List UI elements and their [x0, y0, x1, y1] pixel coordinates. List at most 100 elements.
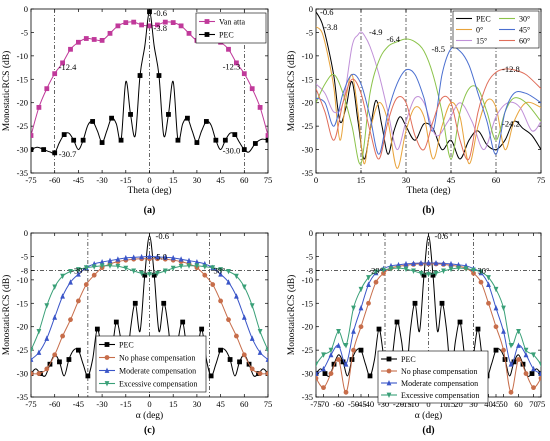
data-point — [486, 300, 491, 306]
data-point — [44, 303, 50, 309]
data-point — [162, 254, 168, 260]
x-axis-label: Theta (deg) — [127, 185, 171, 196]
series-group — [31, 235, 268, 381]
data-point — [367, 373, 373, 379]
data-point — [123, 265, 129, 272]
data-point — [441, 268, 446, 274]
series-line — [316, 31, 541, 151]
data-point — [241, 314, 247, 320]
data-point — [132, 300, 138, 306]
data-point — [418, 259, 424, 266]
legend-marker — [204, 32, 210, 37]
data-point — [222, 137, 228, 143]
series-line — [316, 26, 541, 169]
data-point — [531, 352, 536, 358]
data-point — [68, 317, 73, 323]
x-tick-label: 0 — [314, 175, 318, 185]
data-point — [237, 359, 242, 365]
x-tick-label: 40 — [484, 399, 493, 409]
value-annotation: -12.4 — [59, 62, 77, 72]
data-point — [396, 265, 401, 272]
y-tick-label: -15 — [302, 298, 313, 308]
x-tick-label: 75 — [264, 175, 273, 185]
legend-marker — [386, 392, 392, 398]
data-point — [501, 328, 506, 334]
data-point — [31, 371, 34, 376]
data-point — [366, 275, 371, 281]
data-point — [115, 263, 121, 270]
y-tick-label: -5 — [21, 27, 28, 37]
data-point — [60, 333, 65, 339]
data-point — [107, 30, 113, 36]
legend-label: Excessive compensation — [401, 391, 479, 400]
value-annotation: -4.9 — [369, 27, 382, 37]
data-point — [60, 273, 65, 280]
data-point — [99, 259, 105, 265]
data-point — [249, 86, 255, 92]
data-point — [336, 342, 341, 348]
data-point — [131, 268, 137, 274]
data-point — [241, 352, 247, 358]
data-point — [426, 271, 431, 278]
data-point — [170, 254, 176, 261]
data-point — [252, 141, 258, 146]
y-tick-label: 0 — [309, 228, 313, 238]
y-axis-label: MonostaticRCS (dB) — [1, 51, 12, 132]
legend-marker — [104, 342, 110, 347]
value-annotation: -3.8 — [324, 22, 337, 32]
data-point — [213, 137, 219, 143]
data-point — [457, 319, 463, 325]
data-point — [226, 269, 231, 275]
data-point — [493, 324, 499, 330]
data-point — [83, 36, 89, 41]
value-annotation: 38° — [214, 265, 226, 275]
data-point — [147, 23, 152, 29]
data-point — [241, 71, 247, 77]
value-annotation: -3.8 — [154, 23, 167, 33]
data-point — [516, 329, 521, 335]
y-tick-label: -20 — [17, 322, 28, 332]
data-point — [91, 264, 97, 270]
data-point — [351, 347, 356, 353]
data-point — [322, 371, 328, 376]
data-point — [433, 259, 439, 266]
data-point — [249, 303, 255, 309]
data-point — [147, 271, 152, 278]
series-line — [316, 38, 541, 165]
data-point — [316, 370, 319, 376]
data-point — [99, 263, 105, 269]
data-point — [227, 357, 233, 362]
legend — [377, 350, 489, 404]
data-point — [170, 265, 176, 272]
data-point — [486, 281, 491, 287]
data-point — [321, 352, 326, 358]
data-point — [57, 359, 62, 365]
data-point — [123, 254, 129, 261]
y-tick-label: -25 — [302, 121, 313, 131]
data-point — [155, 22, 160, 28]
legend-label: 60° — [519, 37, 530, 46]
y-tick-label: -8 — [21, 265, 28, 275]
data-point — [199, 326, 205, 332]
x-tick-label: 15 — [447, 399, 456, 409]
data-point — [83, 265, 89, 271]
data-point — [516, 342, 521, 348]
data-point — [358, 347, 364, 353]
data-point — [411, 260, 416, 266]
data-point — [316, 361, 319, 368]
y-tick-label: -25 — [17, 345, 28, 355]
data-point — [60, 60, 65, 66]
y-tick-label: 0 — [24, 228, 28, 238]
chart-panel-3: -75 -60 -45 -30 -15 0 15 30 45 60 75 0 -5 -8-10 -15 -20… — [1, 228, 272, 436]
data-point — [44, 86, 50, 92]
x-tick-label: -50 — [348, 399, 359, 409]
data-point — [531, 365, 536, 372]
data-point — [156, 73, 162, 78]
y-tick-label: -25 — [17, 121, 28, 131]
data-point — [76, 271, 81, 277]
data-point — [162, 19, 168, 25]
data-point — [234, 273, 239, 280]
y-tick-label: -35 — [17, 168, 28, 178]
data-point — [194, 140, 200, 145]
y-tick-label: -20 — [302, 322, 313, 332]
